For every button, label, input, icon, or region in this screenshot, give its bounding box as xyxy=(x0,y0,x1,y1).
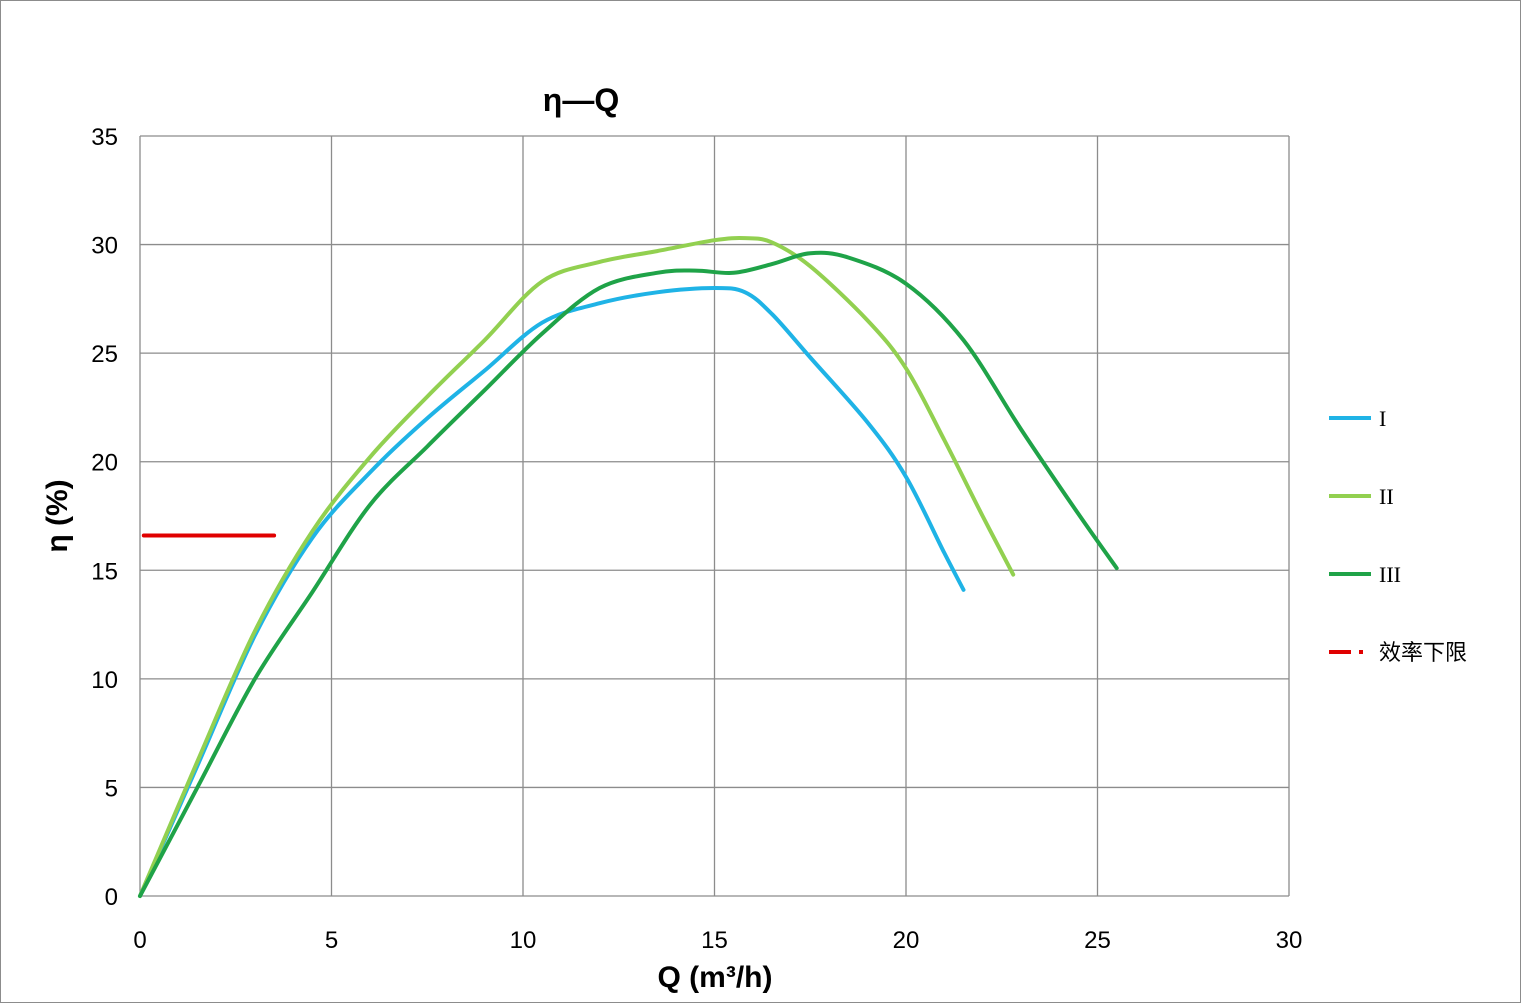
x-tick-label: 20 xyxy=(893,927,920,954)
chart-title: η—Q xyxy=(543,82,619,118)
legend-label: 效率下限 xyxy=(1379,641,1467,666)
legend-label: III xyxy=(1379,562,1401,587)
series-line-1 xyxy=(138,235,1016,898)
y-axis-title: η (%) xyxy=(41,479,74,552)
x-tick-label: 30 xyxy=(1276,927,1303,954)
y-tick-label: 35 xyxy=(91,124,118,151)
y-tick-label: 5 xyxy=(105,775,118,802)
series-line-2 xyxy=(138,250,1119,898)
legend-label: II xyxy=(1379,484,1394,509)
x-tick-label: 25 xyxy=(1084,927,1111,954)
y-tick-label: 10 xyxy=(91,667,118,694)
y-tick-label: 15 xyxy=(91,558,118,585)
x-axis-title: Q (m³/h) xyxy=(658,961,773,994)
series-line-0 xyxy=(138,286,966,898)
x-tick-label: 0 xyxy=(133,927,146,954)
x-tick-label: 15 xyxy=(701,927,728,954)
y-tick-label: 0 xyxy=(105,884,118,911)
grid-layer xyxy=(139,135,1290,897)
y-tick-label: 20 xyxy=(91,450,118,477)
series-layer xyxy=(138,235,1119,898)
x-tick-label: 10 xyxy=(510,927,537,954)
legend-label: I xyxy=(1379,406,1386,431)
y-tick-label: 25 xyxy=(91,341,118,368)
y-tick-label: 30 xyxy=(91,233,118,260)
tick-labels: 0 5 10 15 20 25 30 35 0 5 10 15 20 25 30 xyxy=(91,124,1302,954)
x-tick-label: 5 xyxy=(325,927,338,954)
